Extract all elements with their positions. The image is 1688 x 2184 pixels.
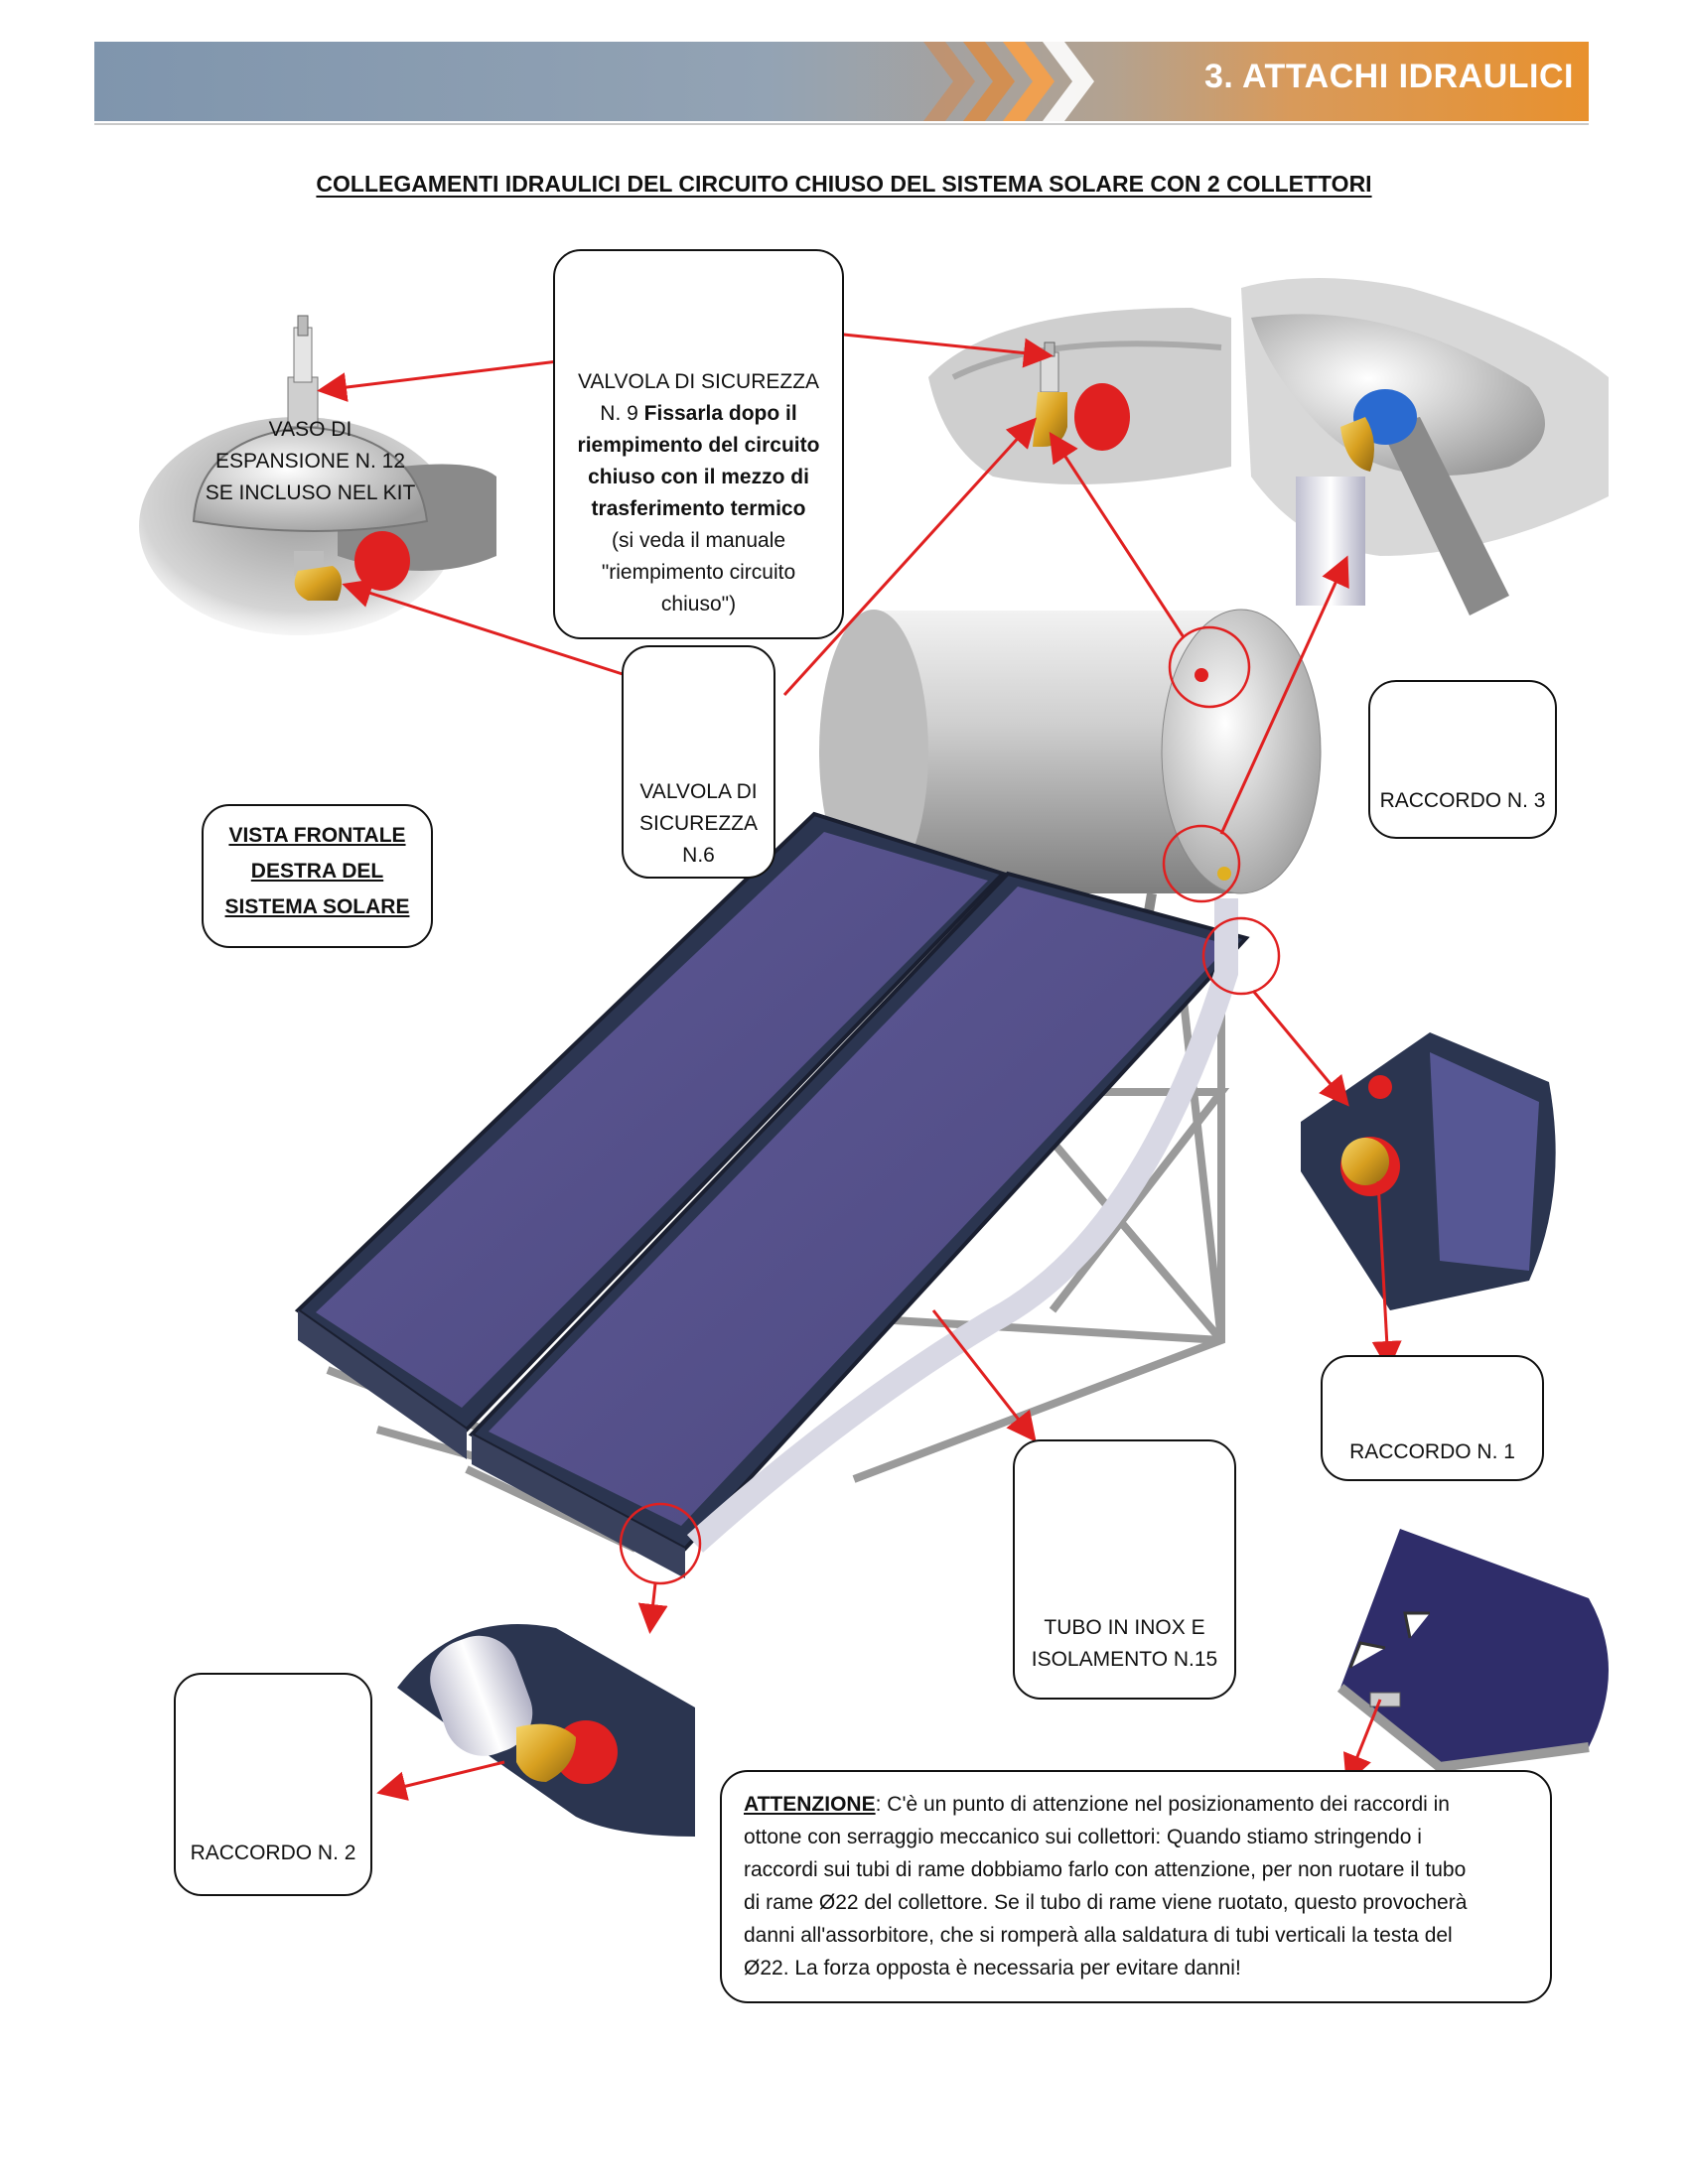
valvola6-line2: SICUREZZA <box>638 812 758 835</box>
tank-valve-zoom <box>928 308 1231 484</box>
vista-line2: DESTRA DEL <box>250 860 384 883</box>
valvola9-line5: trasferimento termico <box>591 497 806 520</box>
note-line1: : C'è un punto di attenzione nel posizio… <box>875 1793 1450 1816</box>
valvola9-line2-plain: N. 9 <box>600 402 644 425</box>
valvola9-line1: VALVOLA DI SICUREZZA <box>577 370 820 393</box>
valvola6-line3: N.6 <box>682 844 715 867</box>
document-title-text: COLLEGAMENTI IDRAULICI DEL CIRCUITO CHIU… <box>316 171 1372 197</box>
note-line5: danni all'assorbitore, che si romperà al… <box>744 1924 1453 1947</box>
callout-arrows <box>317 331 1402 1801</box>
section-title: 3. ATTACHI IDRAULICI <box>1203 58 1574 95</box>
note-line6: Ø22. La forza opposta è necessaria per e… <box>744 1957 1241 1979</box>
highlight-circles <box>619 625 1281 1585</box>
front-view-callout: VISTA FRONTALE DESTRA DEL SISTEMA SOLARE <box>202 804 433 948</box>
fitting-2-callout: RACCORDO N. 2 <box>174 1673 372 1896</box>
note-heading: ATTENZIONE <box>744 1793 876 1816</box>
valvola9-line8: chiuso") <box>660 593 737 615</box>
vista-line1: VISTA FRONTALE <box>228 824 406 847</box>
note-line3: raccordi sui tubi di rame dobbiamo farlo… <box>744 1858 1467 1881</box>
valvola9-line2-bold: Fissarla dopo il <box>643 402 797 425</box>
collector-fitting-zoom <box>1301 1032 1556 1310</box>
raccordo2-label: RACCORDO N. 2 <box>190 1842 356 1864</box>
note-line2: ottone con serraggio meccanico sui colle… <box>744 1826 1422 1848</box>
valve-9-callout: VALVOLA DI SICUREZZA N. 9 Fissarla dopo … <box>553 249 844 639</box>
valvola6-line1: VALVOLA DI <box>639 780 758 803</box>
storage-tank <box>819 609 1322 1005</box>
valvola9-line7: "riempimento circuito <box>601 561 796 584</box>
vista-line3: SISTEMA SOLARE <box>224 895 410 918</box>
valvola9-line3: riempimento del circuito <box>577 434 820 457</box>
section-banner <box>94 42 1589 121</box>
expansion-vessel-zoom <box>139 315 496 635</box>
insulated-pipe <box>686 898 1238 1553</box>
solar-collectors <box>294 811 1250 1578</box>
fitting-1-callout: RACCORDO N. 1 <box>1321 1355 1544 1481</box>
tubo-line1: TUBO IN INOX E <box>1044 1616 1205 1639</box>
vaso-line1: VASO DI <box>268 418 352 441</box>
valvola9-line2: N. 9 Fissarla dopo il <box>555 398 842 430</box>
fitting-3-callout: RACCORDO N. 3 <box>1368 680 1557 839</box>
raccordo3-label: RACCORDO N. 3 <box>1379 789 1546 812</box>
tube-callout: TUBO IN INOX E ISOLAMENTO N.15 <box>1013 1439 1236 1700</box>
valvola9-line6: (si veda il manuale <box>611 529 786 552</box>
banner-chevrons <box>923 42 1094 121</box>
valvola9-line4: chiuso con il mezzo di <box>588 466 809 488</box>
expansion-vessel-label: VASO DI ESPANSIONE N. 12 SE INCLUSO NEL … <box>199 414 422 509</box>
banner-underline <box>94 123 1589 125</box>
tank-outlet-zoom <box>1241 278 1609 615</box>
collector-bottom-zoom <box>397 1624 695 1837</box>
valve-6-callout: VALVOLA DI SICUREZZA N.6 <box>622 645 775 879</box>
document-title: COLLEGAMENTI IDRAULICI DEL CIRCUITO CHIU… <box>0 171 1688 198</box>
raccordo1-label: RACCORDO N. 1 <box>1349 1440 1515 1463</box>
attention-note: ATTENZIONE: C'è un punto di attenzione n… <box>720 1770 1552 2003</box>
tubo-line2: ISOLAMENTO N.15 <box>1031 1648 1218 1671</box>
vaso-line2: ESPANSIONE N. 12 <box>214 450 405 473</box>
vaso-line3: SE INCLUSO NEL KIT <box>205 481 416 504</box>
collector-detail-zoom <box>1336 1529 1609 1773</box>
note-line4: di rame Ø22 del collettore. Se il tubo d… <box>744 1891 1468 1914</box>
